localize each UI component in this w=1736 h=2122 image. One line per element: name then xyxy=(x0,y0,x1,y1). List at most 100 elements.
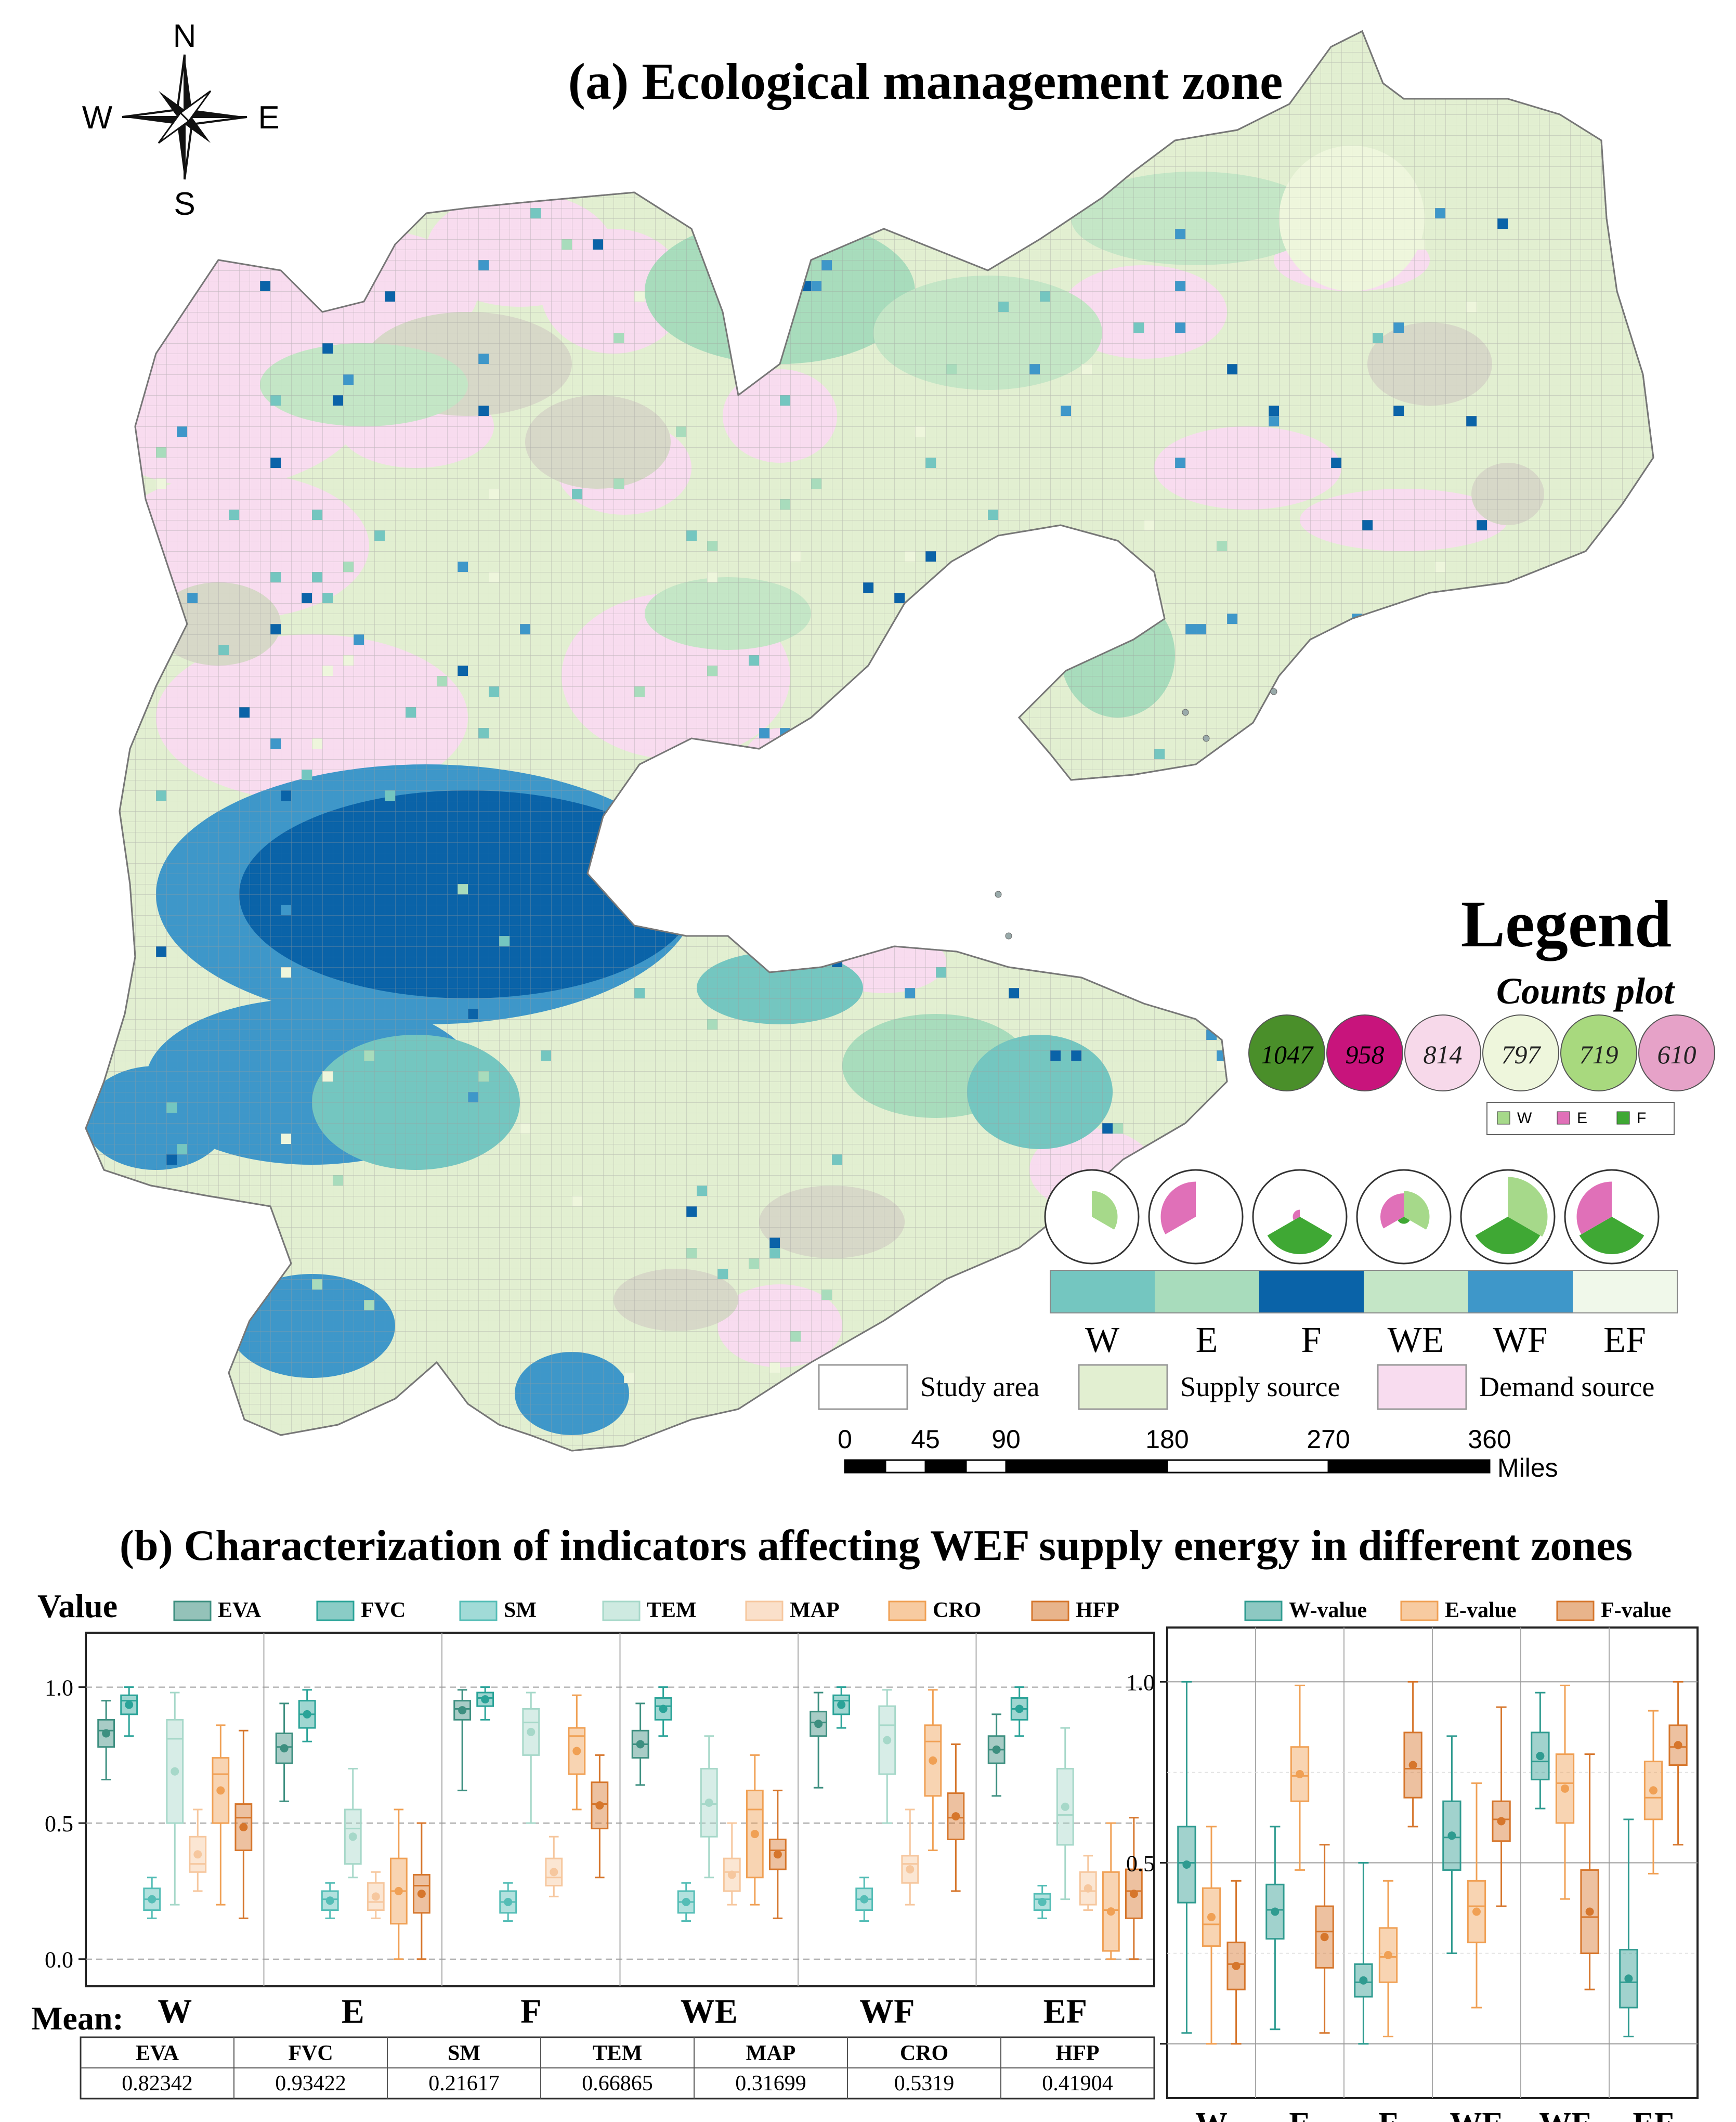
box-body xyxy=(120,1694,138,1715)
legend-label: SM xyxy=(504,1598,537,1622)
mean-marker xyxy=(550,1868,558,1877)
mean-marker xyxy=(193,1850,202,1859)
mean-table-header: FVC xyxy=(288,2041,333,2065)
rose-sector-e xyxy=(1576,1181,1612,1234)
box-map-w xyxy=(189,1808,207,1892)
zone-swatch xyxy=(1468,1270,1573,1313)
zone-cell xyxy=(1185,1154,1196,1165)
box-e-value-f xyxy=(1378,1880,1398,2038)
mean-marker xyxy=(906,1865,915,1874)
mean-marker xyxy=(1084,1884,1092,1893)
zone-cell xyxy=(1445,593,1456,603)
count-circle xyxy=(1326,1014,1403,1091)
island xyxy=(1270,688,1277,695)
legend-label: FVC xyxy=(361,1598,406,1622)
zone-cell xyxy=(1040,790,1050,801)
legend-swatch xyxy=(602,1600,641,1621)
count-circle xyxy=(1404,1014,1481,1091)
mean-marker xyxy=(883,1736,892,1745)
mean-marker xyxy=(572,1747,581,1755)
mean-marker xyxy=(750,1830,759,1839)
zone-cell xyxy=(1123,967,1133,978)
mean-marker xyxy=(1384,1951,1392,1960)
zone-cell xyxy=(1352,1342,1362,1352)
zone-cell xyxy=(1133,905,1144,915)
zone-swatch xyxy=(1259,1270,1364,1313)
mean-marker xyxy=(992,1745,1001,1754)
box-map-e xyxy=(367,1871,385,1919)
demand-patch xyxy=(723,728,837,936)
compass-e: E xyxy=(258,100,279,136)
mean-table-header: TEM xyxy=(593,2041,643,2065)
category-label: WF xyxy=(859,1993,915,2030)
box-map-ef xyxy=(1079,1855,1097,1911)
mean-table-value: 0.21617 xyxy=(428,2072,500,2095)
box-e-value-we xyxy=(1467,1782,1486,2009)
zone-cell xyxy=(1061,634,1071,645)
box-cro-wf xyxy=(924,1689,942,1851)
zone-cell xyxy=(1154,832,1165,842)
zone-cell xyxy=(821,728,832,738)
category-label: WE xyxy=(1450,2106,1503,2122)
zone-cell xyxy=(1040,1248,1050,1258)
area-label: Demand source xyxy=(1479,1371,1654,1402)
category-label: WE xyxy=(681,1993,738,2030)
area-swatch xyxy=(818,1364,908,1410)
box-body xyxy=(476,1691,494,1707)
counts-plot-title: Counts plot xyxy=(1496,970,1675,1012)
zone-cell xyxy=(1373,915,1383,926)
rose-sector-w xyxy=(1404,1191,1430,1230)
zone-cell xyxy=(946,614,957,624)
box-cro-f xyxy=(568,1694,586,1811)
rose-sector-w xyxy=(1508,1177,1548,1237)
zone-cell xyxy=(1321,988,1331,998)
category-label: F xyxy=(520,1993,541,2030)
box-f-value-ef xyxy=(1668,1681,1688,1846)
box-map-f xyxy=(545,1835,563,1897)
box-eva-w xyxy=(97,1700,115,1780)
zone-cell xyxy=(1102,874,1113,884)
area-legend: Study area Supply source Demand source xyxy=(818,1364,1654,1410)
count-value: 797 xyxy=(1502,1040,1542,1069)
zone-cell xyxy=(333,218,343,229)
legend-label: W-value xyxy=(1289,1598,1367,1622)
compass-rose-icon: N S W E xyxy=(82,18,280,222)
box-sm-we xyxy=(677,1882,695,1922)
scale-segment xyxy=(1166,1459,1329,1474)
mean-marker xyxy=(636,1740,645,1749)
island xyxy=(1182,709,1189,716)
box-hfp-w xyxy=(234,1729,253,1919)
box-e-value-w xyxy=(1202,1826,1221,2045)
box-sm-e xyxy=(321,1882,339,1919)
mean-marker xyxy=(527,1727,536,1736)
zone-cell xyxy=(1425,1165,1435,1175)
zone-bar-frame xyxy=(1050,1270,1678,1313)
legend-swatch xyxy=(888,1600,926,1621)
scale-segment xyxy=(844,1459,886,1474)
scale-tick: 180 xyxy=(1145,1425,1189,1454)
rose-sector-f xyxy=(1267,1217,1333,1254)
box-tem-f xyxy=(522,1691,540,1824)
rose-sector-f xyxy=(1579,1217,1644,1254)
mean-marker xyxy=(1624,1974,1633,1983)
zone-cell xyxy=(1289,1342,1300,1352)
zone-cell xyxy=(1435,915,1445,926)
box-tem-we xyxy=(700,1735,718,1879)
zone-cell xyxy=(1383,842,1393,853)
mean-marker xyxy=(1232,1961,1241,1970)
zone-cell xyxy=(1133,582,1144,593)
mean-marker xyxy=(814,1720,823,1728)
zone-cell xyxy=(936,614,946,624)
island xyxy=(995,891,1002,898)
zone-cell xyxy=(925,1300,936,1310)
zone-cell xyxy=(790,842,801,853)
box-eva-ef xyxy=(987,1713,1006,1797)
rose-sector-e xyxy=(1380,1193,1404,1229)
compass-w: W xyxy=(82,100,113,136)
box-sm-wf xyxy=(855,1877,873,1922)
panel-b-title: (b) Characterization of indicators affec… xyxy=(120,1521,1633,1570)
box-w-value-w xyxy=(1177,1681,1196,2034)
mean-marker xyxy=(371,1892,380,1901)
scale-unit: Miles xyxy=(1497,1453,1558,1482)
